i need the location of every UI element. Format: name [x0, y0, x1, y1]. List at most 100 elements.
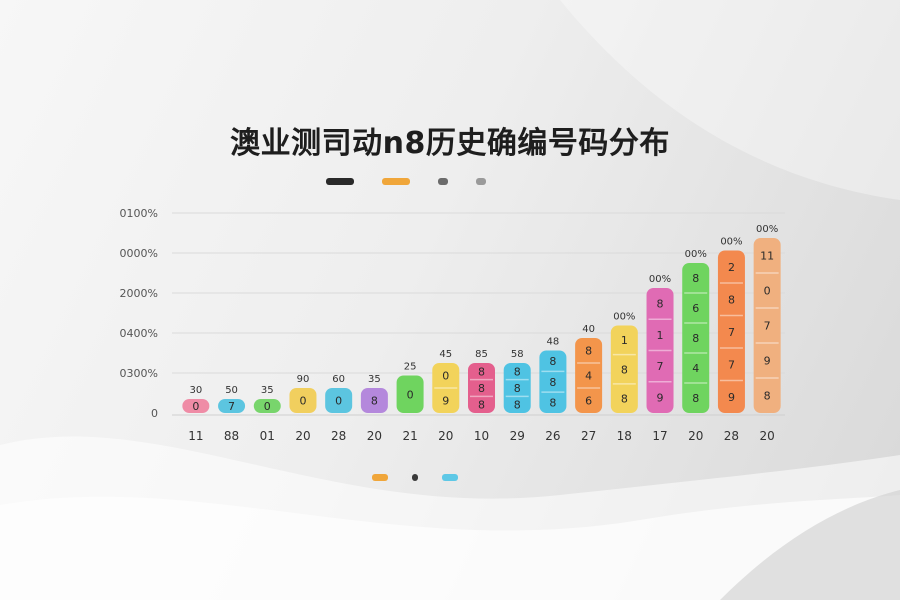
- bar: [325, 388, 353, 413]
- bar-value-label: 60: [332, 374, 345, 385]
- y-tick-label: 0000%: [120, 247, 158, 260]
- legend-item: [438, 178, 454, 185]
- bar-segment-label: 8: [371, 395, 378, 408]
- bar-segment-label: 0: [407, 388, 414, 401]
- bar-segment-label: 4: [585, 370, 592, 383]
- bar-segment-label: 9: [764, 355, 771, 368]
- bar-value-label: 85: [475, 349, 488, 360]
- bar-segment-label: 8: [692, 392, 699, 405]
- legend-item: [326, 178, 360, 185]
- x-tick-label: 11: [188, 429, 203, 443]
- legend-swatch: [442, 474, 458, 481]
- bar-segment-label: 8: [764, 390, 771, 403]
- bar-value-label: 00%: [720, 237, 742, 248]
- x-tick-label: 20: [295, 429, 310, 443]
- bar-value-label: 35: [368, 374, 381, 385]
- bar-segment-label: 1: [657, 329, 664, 342]
- bottom-legend: [372, 474, 464, 481]
- legend-swatch: [412, 474, 418, 481]
- bar: [717, 250, 745, 413]
- bar-segment-label: 8: [478, 365, 485, 378]
- x-tick-label: 17: [652, 429, 667, 443]
- bar-segment-label: 7: [728, 326, 735, 339]
- bar-value-label: 45: [439, 349, 452, 360]
- x-tick-label: 20: [367, 429, 382, 443]
- y-tick-label: 2000%: [120, 287, 158, 300]
- legend-item: [412, 474, 424, 481]
- bar-segment-label: 8: [692, 272, 699, 285]
- bar: [432, 363, 460, 413]
- bar-segment-label: 6: [692, 302, 699, 315]
- bar-segment-label: 8: [478, 382, 485, 395]
- bar: [682, 263, 710, 413]
- bar-value-label: 90: [297, 374, 310, 385]
- bar: [218, 399, 246, 413]
- bar-value-label: 58: [511, 349, 524, 360]
- x-tick-label: 20: [688, 429, 703, 443]
- bar-segment-label: 0: [764, 285, 771, 298]
- x-tick-label: 20: [760, 429, 775, 443]
- bar-segment-label: 7: [657, 360, 664, 373]
- x-tick-label: 21: [402, 429, 417, 443]
- x-tick-label: 29: [510, 429, 525, 443]
- bar-segment-label: 8: [657, 298, 664, 311]
- bar: [253, 399, 281, 413]
- bar-segment-label: 7: [228, 400, 235, 413]
- bar-segment-label: 8: [514, 365, 521, 378]
- bar: [503, 363, 531, 413]
- bar-segment-label: 8: [621, 363, 628, 376]
- bar-value-label: 00%: [685, 249, 707, 260]
- bar-segment-label: 0: [335, 395, 342, 408]
- bar: [753, 238, 781, 413]
- y-tick-label: 0400%: [120, 327, 158, 340]
- y-tick-label: 0100%: [120, 207, 158, 220]
- bar-segment-label: 9: [442, 395, 449, 408]
- y-tick-label: 0300%: [120, 367, 158, 380]
- x-tick-label: 88: [224, 429, 239, 443]
- legend-swatch: [326, 178, 354, 185]
- bar: [289, 388, 317, 413]
- bar-value-label: 00%: [649, 274, 671, 285]
- bar-segment-label: 7: [728, 358, 735, 371]
- bar-segment-label: 0: [192, 400, 199, 413]
- x-tick-label: 28: [331, 429, 346, 443]
- x-tick-label: 28: [724, 429, 739, 443]
- bar: [575, 338, 603, 413]
- bar-segment-label: 0: [442, 370, 449, 383]
- bar-segment-label: 2: [728, 261, 735, 274]
- x-tick-label: 18: [617, 429, 632, 443]
- bar: [468, 363, 495, 413]
- legend-swatch: [476, 178, 486, 185]
- legend-item: [372, 474, 394, 481]
- x-tick-label: 10: [474, 429, 489, 443]
- bar: [610, 325, 638, 413]
- bar-segment-label: 8: [549, 376, 556, 389]
- bar: [182, 399, 210, 413]
- bar-value-label: 48: [547, 337, 560, 348]
- bar-segment-label: 0: [264, 400, 271, 413]
- bar-value-label: 35: [261, 385, 274, 396]
- x-tick-label: 27: [581, 429, 596, 443]
- bar-segment-label: 8: [549, 397, 556, 410]
- bar-value-label: 40: [582, 324, 595, 335]
- legend-swatch: [372, 474, 388, 481]
- bar-segment-label: 4: [692, 362, 699, 375]
- bar-segment-label: 6: [585, 395, 592, 408]
- bar-segment-label: 8: [728, 293, 735, 306]
- bar-value-label: 50: [225, 385, 238, 396]
- bar: [396, 375, 424, 413]
- legend-item: [442, 474, 464, 481]
- chart-title: 澳业测司动n8历史确编号码分布: [230, 126, 670, 161]
- x-tick-label: 26: [545, 429, 560, 443]
- bar-segment-label: 8: [549, 355, 556, 368]
- bar-segment-label: 7: [764, 320, 771, 333]
- legend-item: [382, 178, 416, 185]
- chart-legend: [326, 178, 492, 185]
- legend-swatch: [438, 178, 448, 185]
- x-tick-label: 20: [438, 429, 453, 443]
- bar-segment-label: 8: [478, 399, 485, 412]
- bar-segment-label: 11: [760, 250, 774, 263]
- bar-segment-label: 9: [657, 391, 664, 404]
